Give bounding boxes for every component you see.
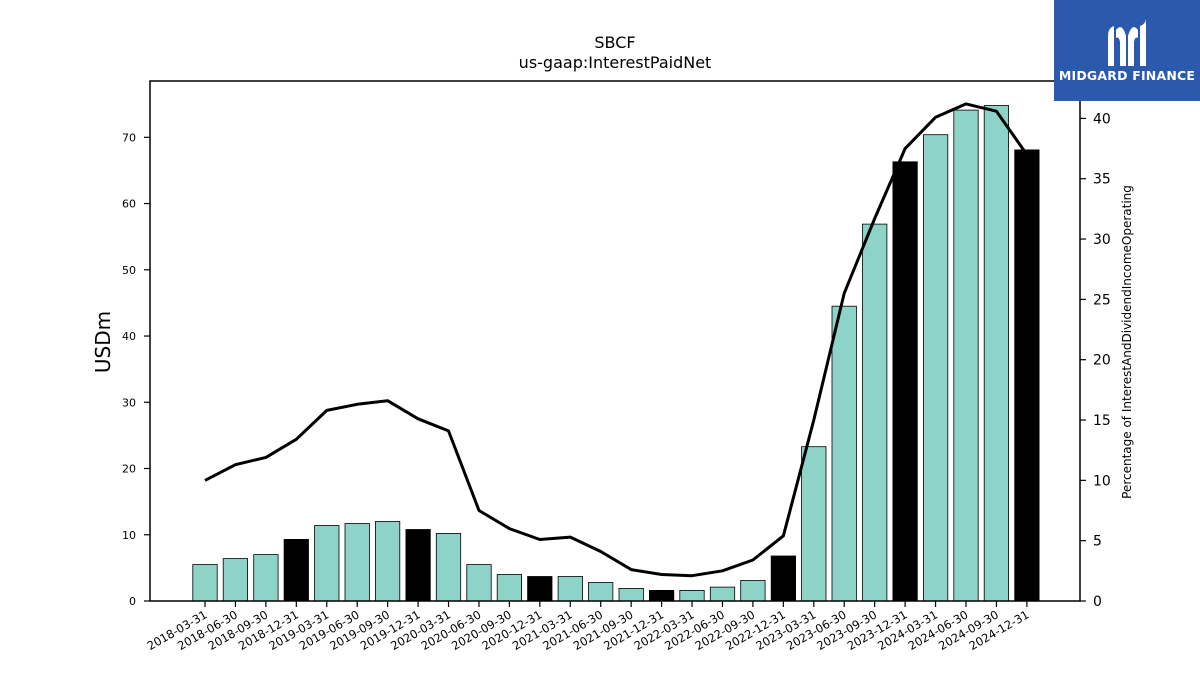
bar-2018-06-30	[222, 558, 248, 602]
y-tick-label: 70	[122, 131, 136, 144]
y2-tick-label: 10	[1093, 473, 1111, 489]
y-tick-label: 60	[122, 198, 136, 211]
bar-2018-12-31	[283, 539, 309, 602]
bar-2021-09-30	[618, 588, 644, 602]
y-tick-label: 30	[122, 396, 136, 409]
plot-frame	[149, 80, 1081, 602]
bar-2023-06-30	[831, 305, 857, 602]
bar-2024-09-30	[983, 105, 1010, 602]
bar-2022-03-31	[679, 590, 705, 602]
chart-subtitle: us-gaap:InterestPaidNet	[519, 53, 712, 72]
y2-tick-label: 15	[1093, 413, 1111, 429]
y2-axis-label: Percentage of InterestAndDividendIncomeO…	[1120, 185, 1134, 499]
bar-2024-06-30	[953, 109, 979, 602]
y-tick-label: 10	[122, 529, 136, 542]
line-layer	[204, 102, 1029, 578]
logo-text: MIDGARD FINANCE	[1058, 68, 1196, 83]
bars-layer	[192, 105, 1040, 602]
bar-2022-09-30	[740, 580, 766, 602]
bar-2021-06-30	[588, 582, 614, 602]
y-tick-label: 40	[122, 330, 136, 343]
bar-2021-03-31	[557, 576, 583, 602]
bar-2020-06-30	[466, 564, 492, 602]
midgard-m-icon	[1108, 18, 1146, 66]
y2-tick-label: 40	[1093, 111, 1111, 127]
y-axis-label: USDm	[91, 311, 115, 373]
bar-2020-12-31	[527, 576, 553, 602]
bar-2022-06-30	[709, 586, 736, 602]
bar-2019-09-30	[374, 521, 401, 602]
bar-2019-06-30	[344, 523, 370, 602]
bar-2022-12-31	[770, 555, 797, 602]
bar-2018-03-31	[192, 564, 218, 602]
bar-2024-12-31	[1014, 149, 1040, 602]
y2-tick-label: 25	[1093, 292, 1111, 308]
y-tick-label: 0	[129, 595, 136, 608]
y2-tick-label: 35	[1093, 172, 1111, 188]
percentage-line	[204, 102, 1029, 578]
y2-tick-label: 0	[1093, 594, 1102, 610]
bar-2021-12-31	[649, 590, 675, 602]
y2-tick-label: 30	[1093, 232, 1111, 248]
bar-2023-03-31	[801, 446, 827, 602]
y2-tick-label: 20	[1093, 353, 1111, 369]
y-tick-label: 50	[122, 264, 136, 277]
y2-tick-label: 5	[1093, 534, 1102, 550]
bar-2019-12-31	[405, 529, 431, 602]
bar-2024-03-31	[923, 134, 949, 602]
y-tick-label: 20	[122, 463, 136, 476]
bar-2020-09-30	[496, 574, 523, 602]
bar-2023-12-31	[892, 161, 918, 602]
bar-2018-09-30	[253, 554, 279, 602]
bar-2023-09-30	[862, 223, 888, 602]
bar-2019-03-31	[314, 525, 340, 602]
bar-2020-03-31	[435, 533, 462, 602]
chart-title: SBCF	[594, 33, 635, 52]
midgard-finance-logo: MIDGARD FINANCE	[1054, 0, 1200, 101]
